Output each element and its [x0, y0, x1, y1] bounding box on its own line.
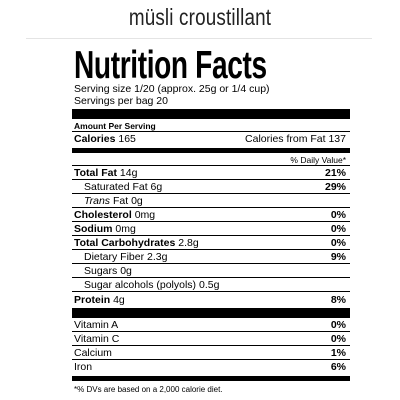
servings-per-container: Servings per bag 20: [74, 95, 168, 107]
vitamin-c-label: Vitamin C: [74, 333, 120, 345]
daily-value-footnote: *% DVs are based on a 2,000 calorie diet…: [74, 385, 223, 394]
iron-dv: 6%: [330, 361, 346, 373]
daily-value-header-row: % Daily Value*: [72, 154, 350, 166]
total-carbs-dv: 0%: [330, 237, 346, 249]
sodium-amount: 0mg: [115, 223, 136, 235]
serving-size: Serving size 1/20 (approx. 25g or 1/4 cu…: [74, 83, 270, 95]
sodium-dv: 0%: [330, 223, 346, 235]
protein-dv: 8%: [330, 294, 346, 306]
medium-divider: [72, 148, 350, 153]
trans-fat-amount: 0g: [131, 195, 143, 207]
cholesterol-dv: 0%: [330, 209, 346, 221]
calcium-row: Calcium 1%: [72, 347, 350, 360]
calories-from-fat: Calories from Fat 137: [245, 133, 346, 145]
dietary-fiber-row: Dietary Fiber 2.3g 9%: [72, 251, 350, 264]
dietary-fiber-amount: 2.3g: [147, 251, 168, 263]
title-divider: [26, 38, 372, 39]
saturated-fat-amount: 6g: [150, 181, 163, 193]
dietary-fiber-dv: 9%: [330, 251, 346, 263]
saturated-fat-dv: 29%: [324, 181, 346, 193]
sugar-alcohols-row: Sugar alcohols (polyols) 0.5g: [72, 279, 350, 292]
protein-row: Protein 4g 8%: [72, 294, 350, 307]
trans-fat-italic: Trans: [84, 195, 111, 207]
amount-per-serving-row: Amount Per Serving: [72, 120, 350, 132]
vitamin-a-label: Vitamin A: [74, 319, 119, 331]
product-title: müsli croustillant: [128, 4, 272, 30]
iron-label: Iron: [74, 361, 93, 373]
daily-value-header: % Daily Value*: [290, 155, 346, 165]
saturated-fat-label: Saturated Fat: [84, 181, 148, 193]
dietary-fiber-label: Dietary Fiber: [84, 251, 145, 263]
vitamin-c-dv: 0%: [330, 333, 346, 345]
vitamin-c-row: Vitamin C 0%: [72, 333, 350, 346]
nutrition-facts-title: Nutrition Facts: [74, 44, 267, 87]
sugars-row: Sugars 0g: [72, 265, 350, 278]
trans-fat-label: Fat: [112, 195, 129, 207]
total-carbs-amount: 2.8g: [178, 237, 199, 249]
total-carbs-row: Total Carbohydrates 2.8g 0%: [72, 237, 350, 250]
total-fat-amount: 14g: [119, 167, 138, 179]
calories-value: 165: [118, 133, 136, 145]
total-fat-row: Total Fat 14g 21%: [72, 167, 350, 180]
total-carbs-label: Total Carbohydrates: [74, 237, 176, 249]
protein-label: Protein: [74, 294, 111, 306]
sugar-alcohols-label: Sugar alcohols (polyols): [84, 279, 197, 291]
protein-amount: 4g: [113, 294, 125, 306]
sugar-alcohols-amount: 0.5g: [198, 279, 220, 291]
calories-row: Calories 165 Calories from Fat 137: [72, 133, 350, 146]
cholesterol-label: Cholesterol: [74, 209, 132, 221]
trans-fat-row: Trans Fat 0g: [72, 195, 350, 208]
cholesterol-amount: 0mg: [134, 209, 156, 221]
amount-per-serving-label: Amount Per Serving: [74, 121, 156, 131]
sodium-label: Sodium: [74, 223, 113, 235]
saturated-fat-row: Saturated Fat 6g 29%: [72, 181, 350, 194]
sodium-row: Sodium 0mg 0%: [72, 223, 350, 236]
calcium-label: Calcium: [74, 347, 112, 359]
total-fat-dv: 21%: [324, 167, 346, 179]
thick-divider-vitamins: [72, 308, 350, 318]
vitamin-a-row: Vitamin A 0%: [72, 319, 350, 332]
vitamin-a-dv: 0%: [330, 319, 346, 331]
sugars-amount: 0g: [120, 265, 132, 277]
calcium-dv: 1%: [330, 347, 346, 359]
iron-row: Iron 6%: [72, 361, 350, 374]
sugars-label: Sugars: [84, 265, 118, 277]
calories-label: Calories: [74, 133, 116, 145]
thick-divider: [72, 109, 350, 119]
bottom-divider: [72, 376, 350, 381]
total-fat-label: Total Fat: [74, 167, 117, 179]
cholesterol-row: Cholesterol 0mg 0%: [72, 209, 350, 222]
